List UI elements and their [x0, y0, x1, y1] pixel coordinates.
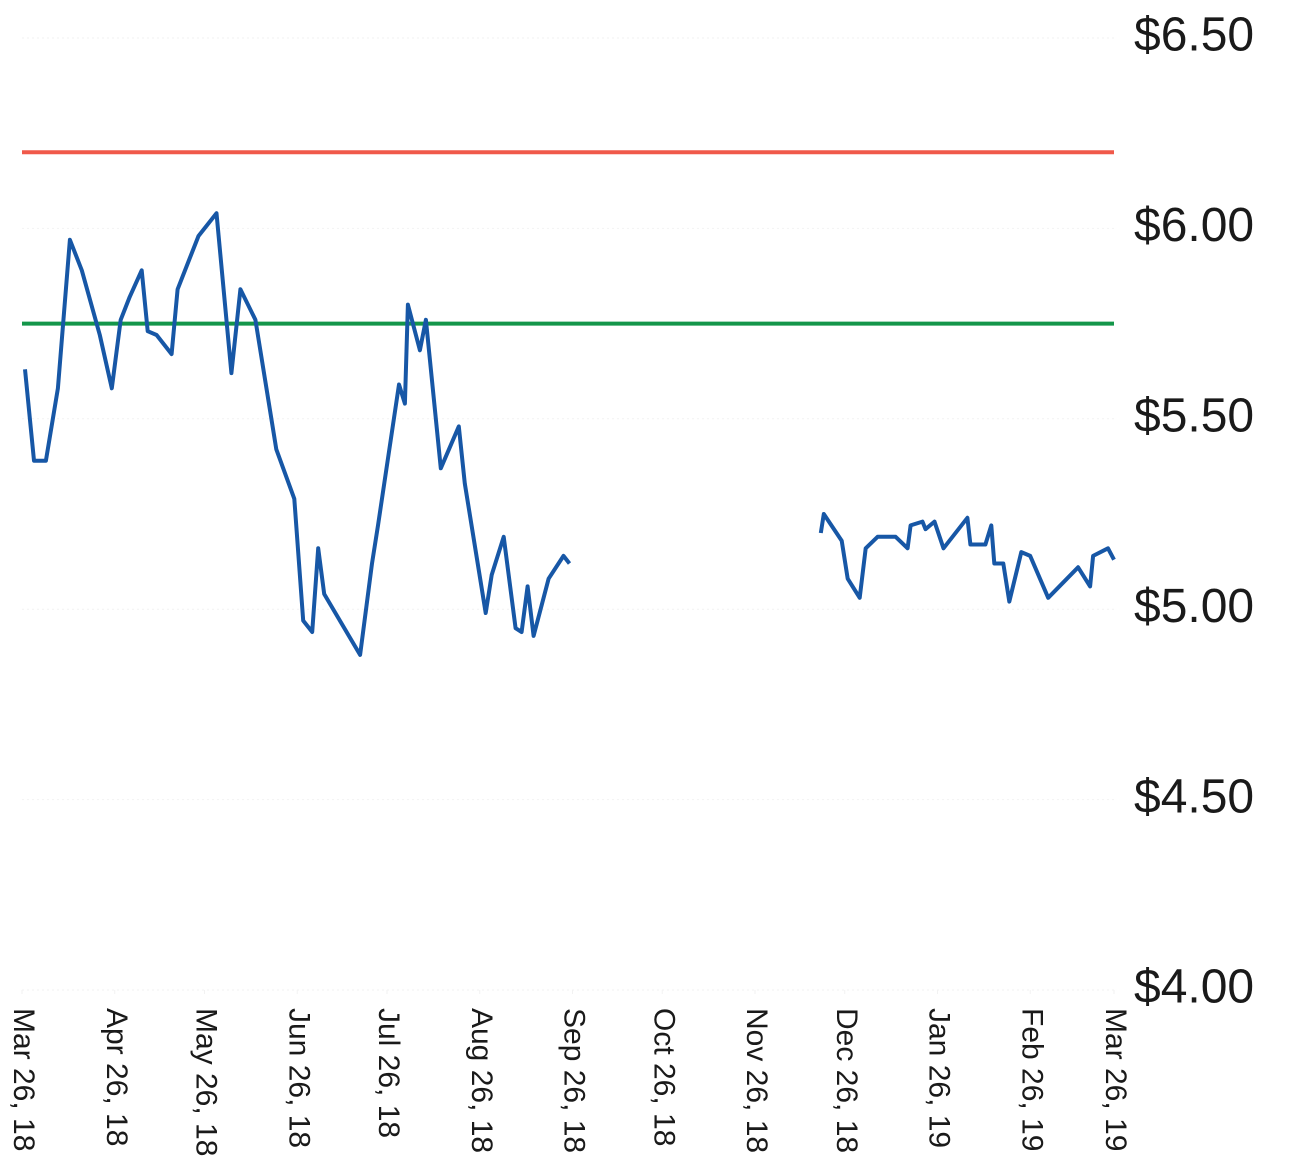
x-tick-label: Mar 26, 19 — [1099, 1008, 1132, 1151]
x-tick-label: Nov 26, 18 — [740, 1008, 773, 1153]
x-tick-label: Mar 26, 18 — [7, 1008, 40, 1151]
x-tick-label: Aug 26, 18 — [465, 1008, 498, 1153]
x-tick-label: Dec 26, 18 — [830, 1008, 863, 1153]
x-tick-label: May 26, 18 — [190, 1008, 223, 1156]
x-tick-label: Jan 26, 19 — [923, 1008, 956, 1148]
x-tick-label: Jul 26, 18 — [372, 1008, 405, 1138]
y-tick-label: $5.00 — [1134, 580, 1254, 633]
x-tick-label: Apr 26, 18 — [100, 1008, 133, 1146]
y-tick-label: $5.50 — [1134, 389, 1254, 442]
x-tick-label: Oct 26, 18 — [647, 1008, 680, 1146]
y-tick-label: $6.00 — [1134, 199, 1254, 252]
x-tick-label: Feb 26, 19 — [1015, 1008, 1048, 1151]
y-tick-label: $4.50 — [1134, 770, 1254, 823]
x-tick-label: Sep 26, 18 — [558, 1008, 591, 1153]
y-tick-label: $4.00 — [1134, 961, 1254, 1014]
x-tick-label: Jun 26, 18 — [282, 1008, 315, 1148]
price-line — [23, 211, 1116, 657]
y-tick-label: $6.50 — [1134, 9, 1254, 62]
